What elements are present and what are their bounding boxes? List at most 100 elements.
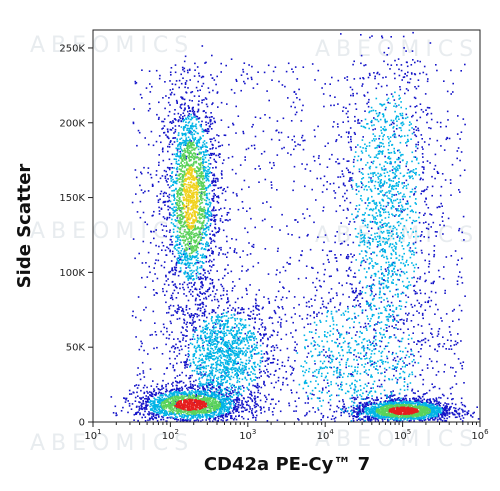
event-dot [410, 419, 412, 422]
event-dot [232, 122, 234, 125]
event-dot [190, 277, 192, 280]
event-dot [245, 148, 248, 151]
event-dot [396, 381, 398, 384]
event-dot [297, 221, 299, 223]
event-dot [404, 395, 406, 397]
event-dot [248, 64, 250, 66]
event-dot [415, 401, 418, 404]
event-dot [450, 194, 452, 196]
event-dot [433, 419, 436, 421]
event-dot [394, 91, 396, 94]
event-dot [169, 416, 171, 419]
event-dot [219, 389, 222, 391]
event-dot [391, 325, 393, 328]
event-dot [342, 312, 345, 315]
event-dot [184, 367, 186, 369]
event-dot [181, 326, 184, 328]
event-dot [201, 120, 203, 123]
event-dot [433, 400, 436, 403]
event-dot [324, 83, 326, 85]
event-dot [294, 113, 297, 116]
event-dot [211, 250, 213, 252]
event-dot [437, 333, 440, 335]
event-dot [162, 150, 164, 153]
event-dot [187, 418, 189, 421]
event-dot [222, 312, 225, 315]
event-dot [193, 338, 196, 340]
event-dot [410, 303, 413, 306]
event-dot [424, 259, 426, 262]
event-dot [339, 302, 342, 304]
event-dot [370, 418, 373, 420]
event-dot [444, 407, 447, 409]
event-dot [392, 313, 394, 316]
event-dot [151, 404, 153, 407]
event-dot [457, 147, 460, 149]
event-dot [187, 344, 190, 346]
event-dot [249, 318, 251, 320]
event-dot [201, 314, 203, 317]
event-dot [365, 352, 368, 354]
event-dot [241, 270, 243, 272]
event-dot [170, 389, 172, 392]
event-dot [201, 130, 204, 133]
event-dot [419, 60, 421, 63]
event-dot [229, 402, 231, 404]
event-dot [335, 139, 338, 141]
event-dot [192, 328, 195, 331]
event-dot [171, 267, 173, 269]
event-dot [417, 323, 420, 326]
event-dot [329, 298, 332, 301]
event-dot [198, 387, 201, 389]
event-dot [410, 348, 412, 351]
event-dot [172, 366, 174, 369]
event-dot [280, 326, 282, 328]
event-dot [142, 240, 145, 243]
event-dot [261, 360, 264, 363]
event-dot [183, 119, 186, 121]
event-dot [247, 400, 249, 402]
event-dot [200, 382, 202, 385]
event-dot [257, 262, 260, 264]
event-dot [297, 418, 299, 420]
event-dot [186, 358, 188, 360]
event-dot [253, 369, 256, 372]
event-dot [129, 393, 131, 395]
event-dot [170, 260, 173, 262]
event-dot [351, 397, 353, 399]
event-dot [326, 311, 329, 314]
event-dot [304, 347, 306, 350]
event-dot [169, 390, 171, 393]
event-dot [171, 172, 173, 174]
event-dot [412, 242, 415, 245]
event-dot [380, 312, 382, 314]
event-dot [158, 154, 160, 156]
event-dot [377, 419, 380, 422]
event-dot [307, 233, 309, 236]
event-dot [411, 253, 413, 256]
event-dot [420, 177, 422, 180]
event-dot [446, 410, 448, 412]
event-dot [247, 307, 250, 310]
event-dot [298, 98, 301, 101]
event-dot [393, 122, 395, 125]
event-dot [273, 374, 276, 376]
event-dot [214, 139, 217, 142]
event-dot [275, 296, 278, 298]
event-dot [244, 227, 246, 230]
event-dot [267, 64, 270, 67]
event-dot [167, 284, 170, 286]
event-dot [144, 406, 146, 409]
event-dot [189, 69, 191, 71]
event-dot [277, 321, 279, 323]
event-dot [195, 379, 197, 382]
event-dot [185, 267, 187, 269]
event-dot [176, 258, 178, 260]
event-dot [170, 207, 173, 210]
event-dot [408, 362, 411, 365]
event-dot [145, 87, 148, 89]
event-dot [176, 151, 179, 153]
event-dot [381, 36, 384, 39]
event-dot [165, 275, 167, 278]
event-dot [405, 399, 408, 402]
